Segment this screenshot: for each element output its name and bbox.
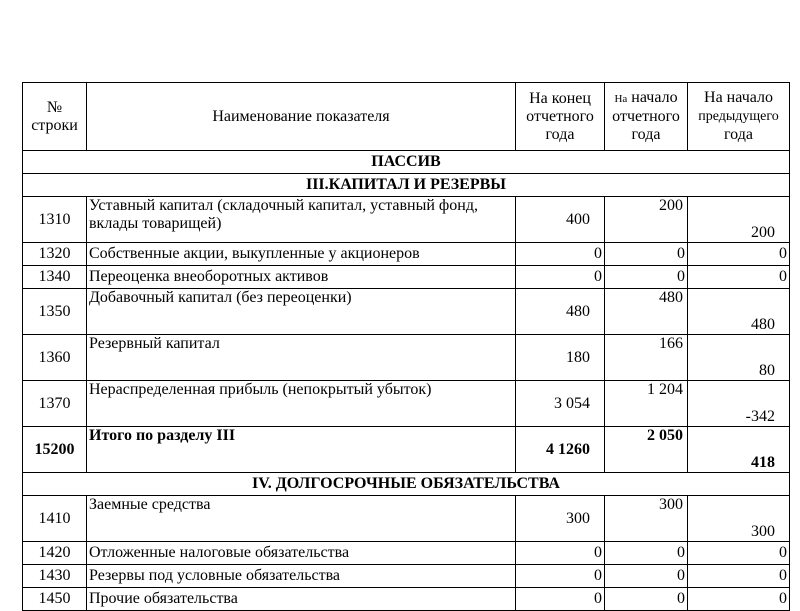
value-end-of-year: 400: [515, 196, 605, 243]
section-heading: IV. ДОЛГОСРОЧНЫЕ ОБЯЗАТЕЛЬСТВА: [22, 472, 790, 496]
row-name: Переоценка внеоборотных активов: [86, 265, 516, 289]
value-start-prev-year: 80: [687, 334, 790, 381]
table-row: 1420 Отложенные налоговые обязательства 0 0…: [22, 541, 790, 565]
value-end-of-year: 3 054: [515, 380, 605, 427]
row-name: Уставный капитал (складочный капитал, ус…: [86, 196, 516, 243]
row-code: 1340: [22, 265, 87, 289]
table-row: 1310 Уставный капитал (складочный капитал…: [22, 196, 790, 243]
value-end-of-year: 0: [515, 587, 605, 611]
value-start-of-year: 0: [604, 265, 688, 289]
value-start-prev-year: 0: [687, 265, 790, 289]
header-start-of-year: На начало отчетного года: [604, 82, 688, 151]
header-end-of-year: На конец отчетного года: [515, 82, 605, 151]
value-end-of-year: 0: [515, 541, 605, 565]
value-start-of-year: 0: [604, 242, 688, 266]
row-name: Прочие обязательства: [86, 587, 516, 611]
table-row: 1340 Переоценка внеоборотных активов 0 0 0: [22, 265, 790, 289]
value-start-prev-year: 0: [687, 587, 790, 611]
row-name: Добавочный капитал (без переоценки): [86, 288, 516, 335]
table-row: 1430 Резервы под условные обязательства 0 0…: [22, 564, 790, 588]
row-code: 1420: [22, 541, 87, 565]
table-row: 15200 Итого по разделу III 4 1260 2 050 418: [22, 426, 790, 473]
header-row-no: № строки: [22, 82, 87, 151]
table-row: 1320 Собственные акции, выкупленные у акц…: [22, 242, 790, 266]
value-start-prev-year: 480: [687, 288, 790, 335]
balance-sheet-table: № строки Наименование показателя На конец…: [22, 82, 790, 611]
value-start-prev-year: 0: [687, 564, 790, 588]
row-name: Собственные акции, выкупленные у акционе…: [86, 242, 516, 266]
value-start-of-year: 480: [604, 288, 688, 335]
value-start-prev-year: 0: [687, 541, 790, 565]
table-row: 1370 Нераспределенная прибыль (непокрытый…: [22, 380, 790, 427]
row-code: 1370: [22, 380, 87, 427]
value-end-of-year: 300: [515, 495, 605, 542]
value-start-prev-year: 200: [687, 196, 790, 243]
row-code: 1430: [22, 564, 87, 588]
table-row: 1450 Прочие обязательства 0 0 0: [22, 587, 790, 611]
value-end-of-year: 180: [515, 334, 605, 381]
row-name: Отложенные налоговые обязательства: [86, 541, 516, 565]
value-start-of-year: 2 050: [604, 426, 688, 473]
section-heading-row: IV. ДОЛГОСРОЧНЫЕ ОБЯЗАТЕЛЬСТВА: [22, 472, 790, 496]
header-name: Наименование показателя: [86, 82, 516, 151]
value-start-of-year: 1 204: [604, 380, 688, 427]
row-code: 1360: [22, 334, 87, 381]
row-code: 1350: [22, 288, 87, 335]
row-name: Резервный капитал: [86, 334, 516, 381]
row-name: Нераспределенная прибыль (непокрытый убы…: [86, 380, 516, 427]
value-start-of-year: 166: [604, 334, 688, 381]
value-end-of-year: 480: [515, 288, 605, 335]
value-start-of-year: 200: [604, 196, 688, 243]
value-end-of-year: 0: [515, 242, 605, 266]
value-start-prev-year: 0: [687, 242, 790, 266]
value-end-of-year: 0: [515, 564, 605, 588]
value-start-of-year: 300: [604, 495, 688, 542]
row-code: 1320: [22, 242, 87, 266]
row-code: 1450: [22, 587, 87, 611]
value-start-of-year: 0: [604, 564, 688, 588]
section-heading-row: ПАССИВ: [22, 150, 790, 174]
row-name: Итого по разделу III: [86, 426, 516, 473]
section-heading-row: III.КАПИТАЛ И РЕЗЕРВЫ: [22, 173, 790, 197]
header-start-prev-year: На начало предыдущего года: [687, 82, 790, 151]
row-name: Заемные средства: [86, 495, 516, 542]
row-code: 1310: [22, 196, 87, 243]
value-end-of-year: 0: [515, 265, 605, 289]
row-code: 15200: [22, 426, 87, 473]
value-start-of-year: 0: [604, 541, 688, 565]
value-start-prev-year: 418: [687, 426, 790, 473]
value-end-of-year: 4 1260: [515, 426, 605, 473]
section-heading: III.КАПИТАЛ И РЕЗЕРВЫ: [22, 173, 790, 197]
section-heading: ПАССИВ: [22, 150, 790, 174]
value-start-prev-year: -342: [687, 380, 790, 427]
header-row: № строки Наименование показателя На конец…: [22, 82, 790, 151]
row-code: 1410: [22, 495, 87, 542]
row-name: Резервы под условные обязательства: [86, 564, 516, 588]
table-row: 1360 Резервный капитал 180 166 80: [22, 334, 790, 381]
table-row: 1350 Добавочный капитал (без переоценки) 4…: [22, 288, 790, 335]
table-row: 1410 Заемные средства 300 300 300: [22, 495, 790, 542]
value-start-of-year: 0: [604, 587, 688, 611]
value-start-prev-year: 300: [687, 495, 790, 542]
